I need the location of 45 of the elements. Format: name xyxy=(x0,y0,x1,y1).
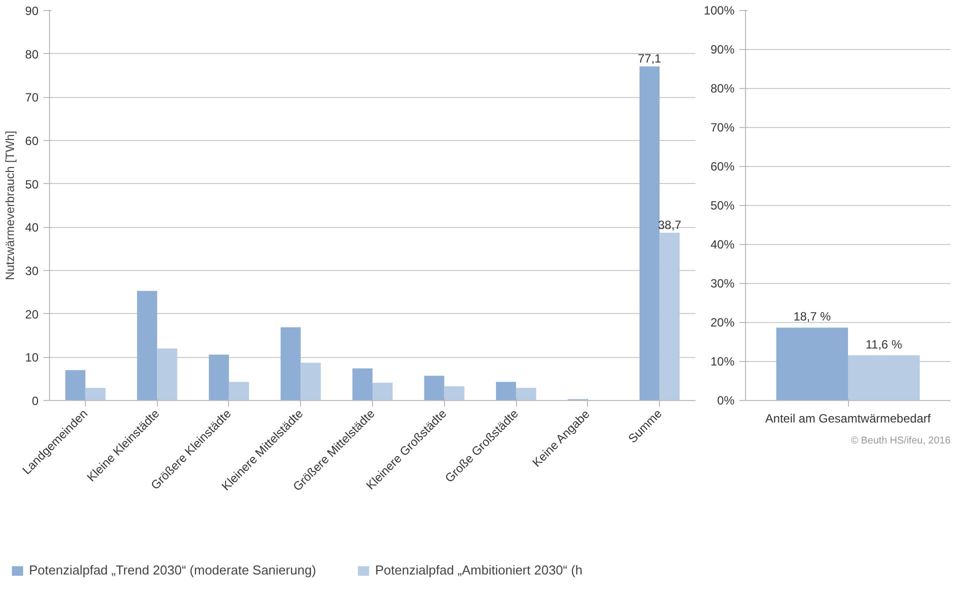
bar xyxy=(444,386,464,400)
y-tick-label: 40% xyxy=(710,238,735,252)
y-tick-label: 40 xyxy=(25,220,39,235)
text: © Beuth HS/ifeu, 2016 xyxy=(850,436,951,446)
legend-label: Potenzialpfad „Ambitioniert 2030“ (h xyxy=(375,562,583,578)
y-tick-label: 60% xyxy=(710,160,735,174)
x-tick-label: Anteil am Gesamtwärmebedarf xyxy=(765,412,932,426)
bar xyxy=(496,382,516,400)
y-tick-label: 10 xyxy=(25,350,39,365)
bar xyxy=(85,388,106,400)
y-tick-label: 50% xyxy=(710,198,735,212)
legend-label: Potenzialpfad „Trend 2030“ (moderate Sanierung) xyxy=(29,562,316,578)
y-axis-title: Nutzwärmeverbrauch [TWh] xyxy=(3,130,18,280)
bar xyxy=(660,232,680,400)
y-tick-label: 100% xyxy=(704,4,735,18)
data-label: 11,6 % xyxy=(866,337,902,352)
bar xyxy=(280,327,301,400)
bar xyxy=(640,66,660,400)
bar xyxy=(228,382,250,400)
y-tick-label: 90 xyxy=(25,4,39,18)
bar xyxy=(137,290,158,400)
data-label: 18,7 % xyxy=(793,310,832,324)
y-tick-label: 70 xyxy=(25,90,39,105)
y-tick-label: 20 xyxy=(25,307,39,322)
bar xyxy=(300,362,321,400)
bar xyxy=(424,376,444,400)
y-tick-label: 30% xyxy=(710,276,735,290)
y-tick-label: 60 xyxy=(25,134,39,148)
bar xyxy=(208,354,229,400)
data-label: 77,1 xyxy=(638,51,662,66)
bar xyxy=(157,348,178,400)
y-tick-label: 10% xyxy=(710,354,735,368)
y-tick-label: 30 xyxy=(25,264,39,278)
y-tick-label: 70% xyxy=(710,120,735,134)
y-tick-label: 20% xyxy=(710,316,735,330)
y-tick-label: 0% xyxy=(717,394,735,408)
y-tick-label: 80 xyxy=(25,47,39,62)
bar xyxy=(352,368,372,400)
bar xyxy=(65,370,86,400)
y-tick-label: 80% xyxy=(710,82,735,96)
y-tick-label: 0 xyxy=(32,394,39,408)
y-tick-label: 50 xyxy=(25,177,39,192)
bar xyxy=(516,388,536,400)
bar xyxy=(372,382,393,400)
y-tick-label: 90% xyxy=(710,42,735,56)
